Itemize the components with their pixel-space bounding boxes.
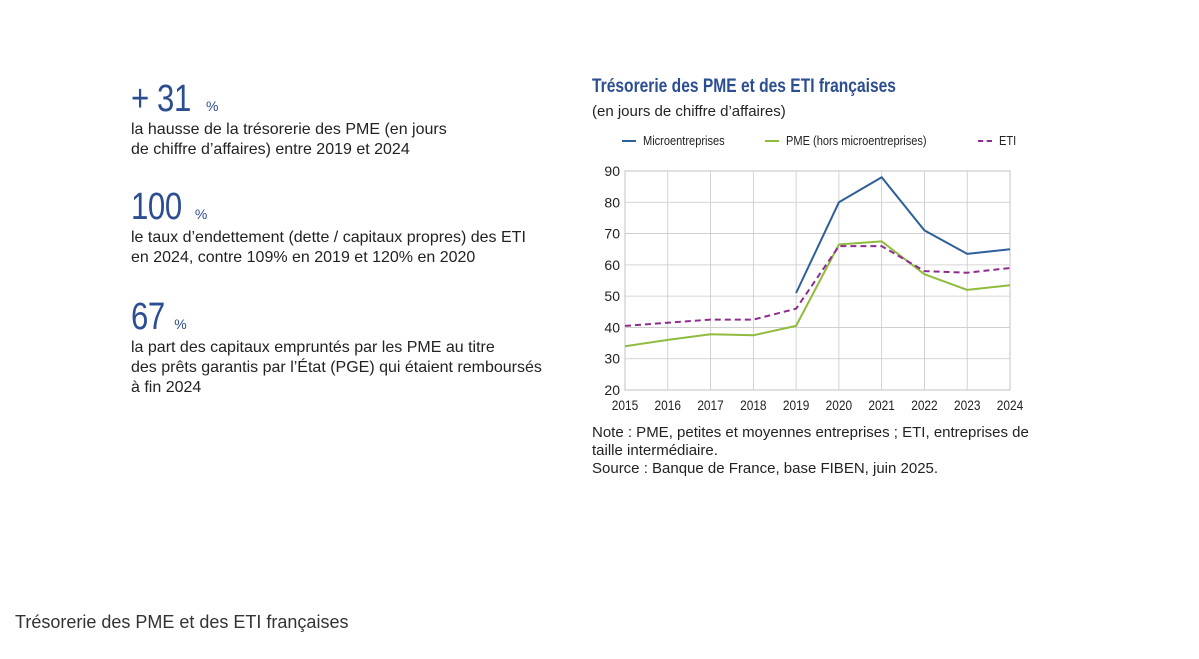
y-tick-label: 90 — [604, 163, 620, 179]
stat-unit: % — [206, 98, 219, 114]
y-tick-label: 30 — [604, 351, 620, 367]
legend-swatch — [622, 139, 636, 142]
legend-swatch — [765, 139, 780, 142]
line-chart: 20 30 40 50 60 70 80 90 2015 2016 2017 2018 2019 2020… — [604, 163, 1023, 413]
x-tick-label: 2021 — [868, 397, 894, 413]
x-tick-label: 2016 — [655, 397, 681, 413]
y-tick-label: 40 — [604, 319, 620, 335]
stat-unit: % — [194, 206, 208, 222]
legend-item-eti: ETI — [977, 133, 1019, 148]
y-tick-label: 50 — [604, 288, 620, 304]
stat-block: 100% le taux d’endettement (dette / capi… — [131, 188, 526, 268]
chart-note: Note : PME, petites et moyennes entrepri… — [592, 424, 1029, 477]
plot-area — [624, 170, 1011, 391]
chart-legend: Microentreprises PME (hors microentrepri… — [622, 133, 1019, 148]
x-tick-label: 2019 — [783, 397, 809, 413]
legend-item-microentreprises: Microentreprises — [622, 133, 739, 148]
x-tick-label: 2024 — [997, 397, 1023, 413]
chart-subtitle: (en jours de chiffre d’affaires) — [592, 103, 786, 120]
legend-swatch — [977, 139, 992, 142]
figure-caption: Trésorerie des PME et des ETI françaises — [15, 612, 349, 632]
series-line-microentreprises — [795, 176, 1011, 294]
x-tick-label: 2018 — [740, 397, 766, 413]
series-line-eti — [624, 245, 1011, 327]
y-tick-label: 70 — [604, 226, 620, 242]
series-line-pme — [624, 240, 1011, 348]
legend-label: PME (hors microentreprises) — [786, 133, 927, 148]
x-tick-label: 2020 — [826, 397, 852, 413]
stat-value: + 31 — [131, 78, 191, 120]
legend-label: ETI — [998, 133, 1016, 148]
y-tick-label: 20 — [604, 382, 620, 398]
stat-description: le taux d’endettement (dette / capitaux … — [131, 229, 526, 266]
chart-title: Trésorerie des PME et des ETI françaises — [592, 76, 896, 97]
stat-description: la part des capitaux empruntés par les P… — [131, 339, 542, 396]
stat-description: la hausse de la trésorerie des PME (en j… — [131, 121, 447, 158]
stat-unit: % — [174, 316, 187, 332]
stat-block: 67% la part des capitaux empruntés par l… — [131, 298, 542, 398]
x-tick-label: 2023 — [954, 397, 980, 413]
stat-value: 67 — [131, 296, 165, 338]
y-tick-label: 80 — [604, 194, 620, 210]
stat-block: + 31% la hausse de la trésorerie des PME… — [131, 80, 447, 160]
legend-label: Microentreprises — [643, 133, 725, 148]
figure-panel: + 31% la hausse de la trésorerie des PME… — [131, 76, 1029, 477]
stat-value: 100 — [131, 186, 182, 228]
x-tick-label: 2017 — [697, 397, 723, 413]
legend-item-pme: PME (hors microentreprises) — [765, 133, 951, 148]
y-tick-label: 60 — [604, 257, 620, 273]
x-tick-label: 2022 — [911, 397, 937, 413]
x-tick-label: 2015 — [612, 397, 638, 413]
